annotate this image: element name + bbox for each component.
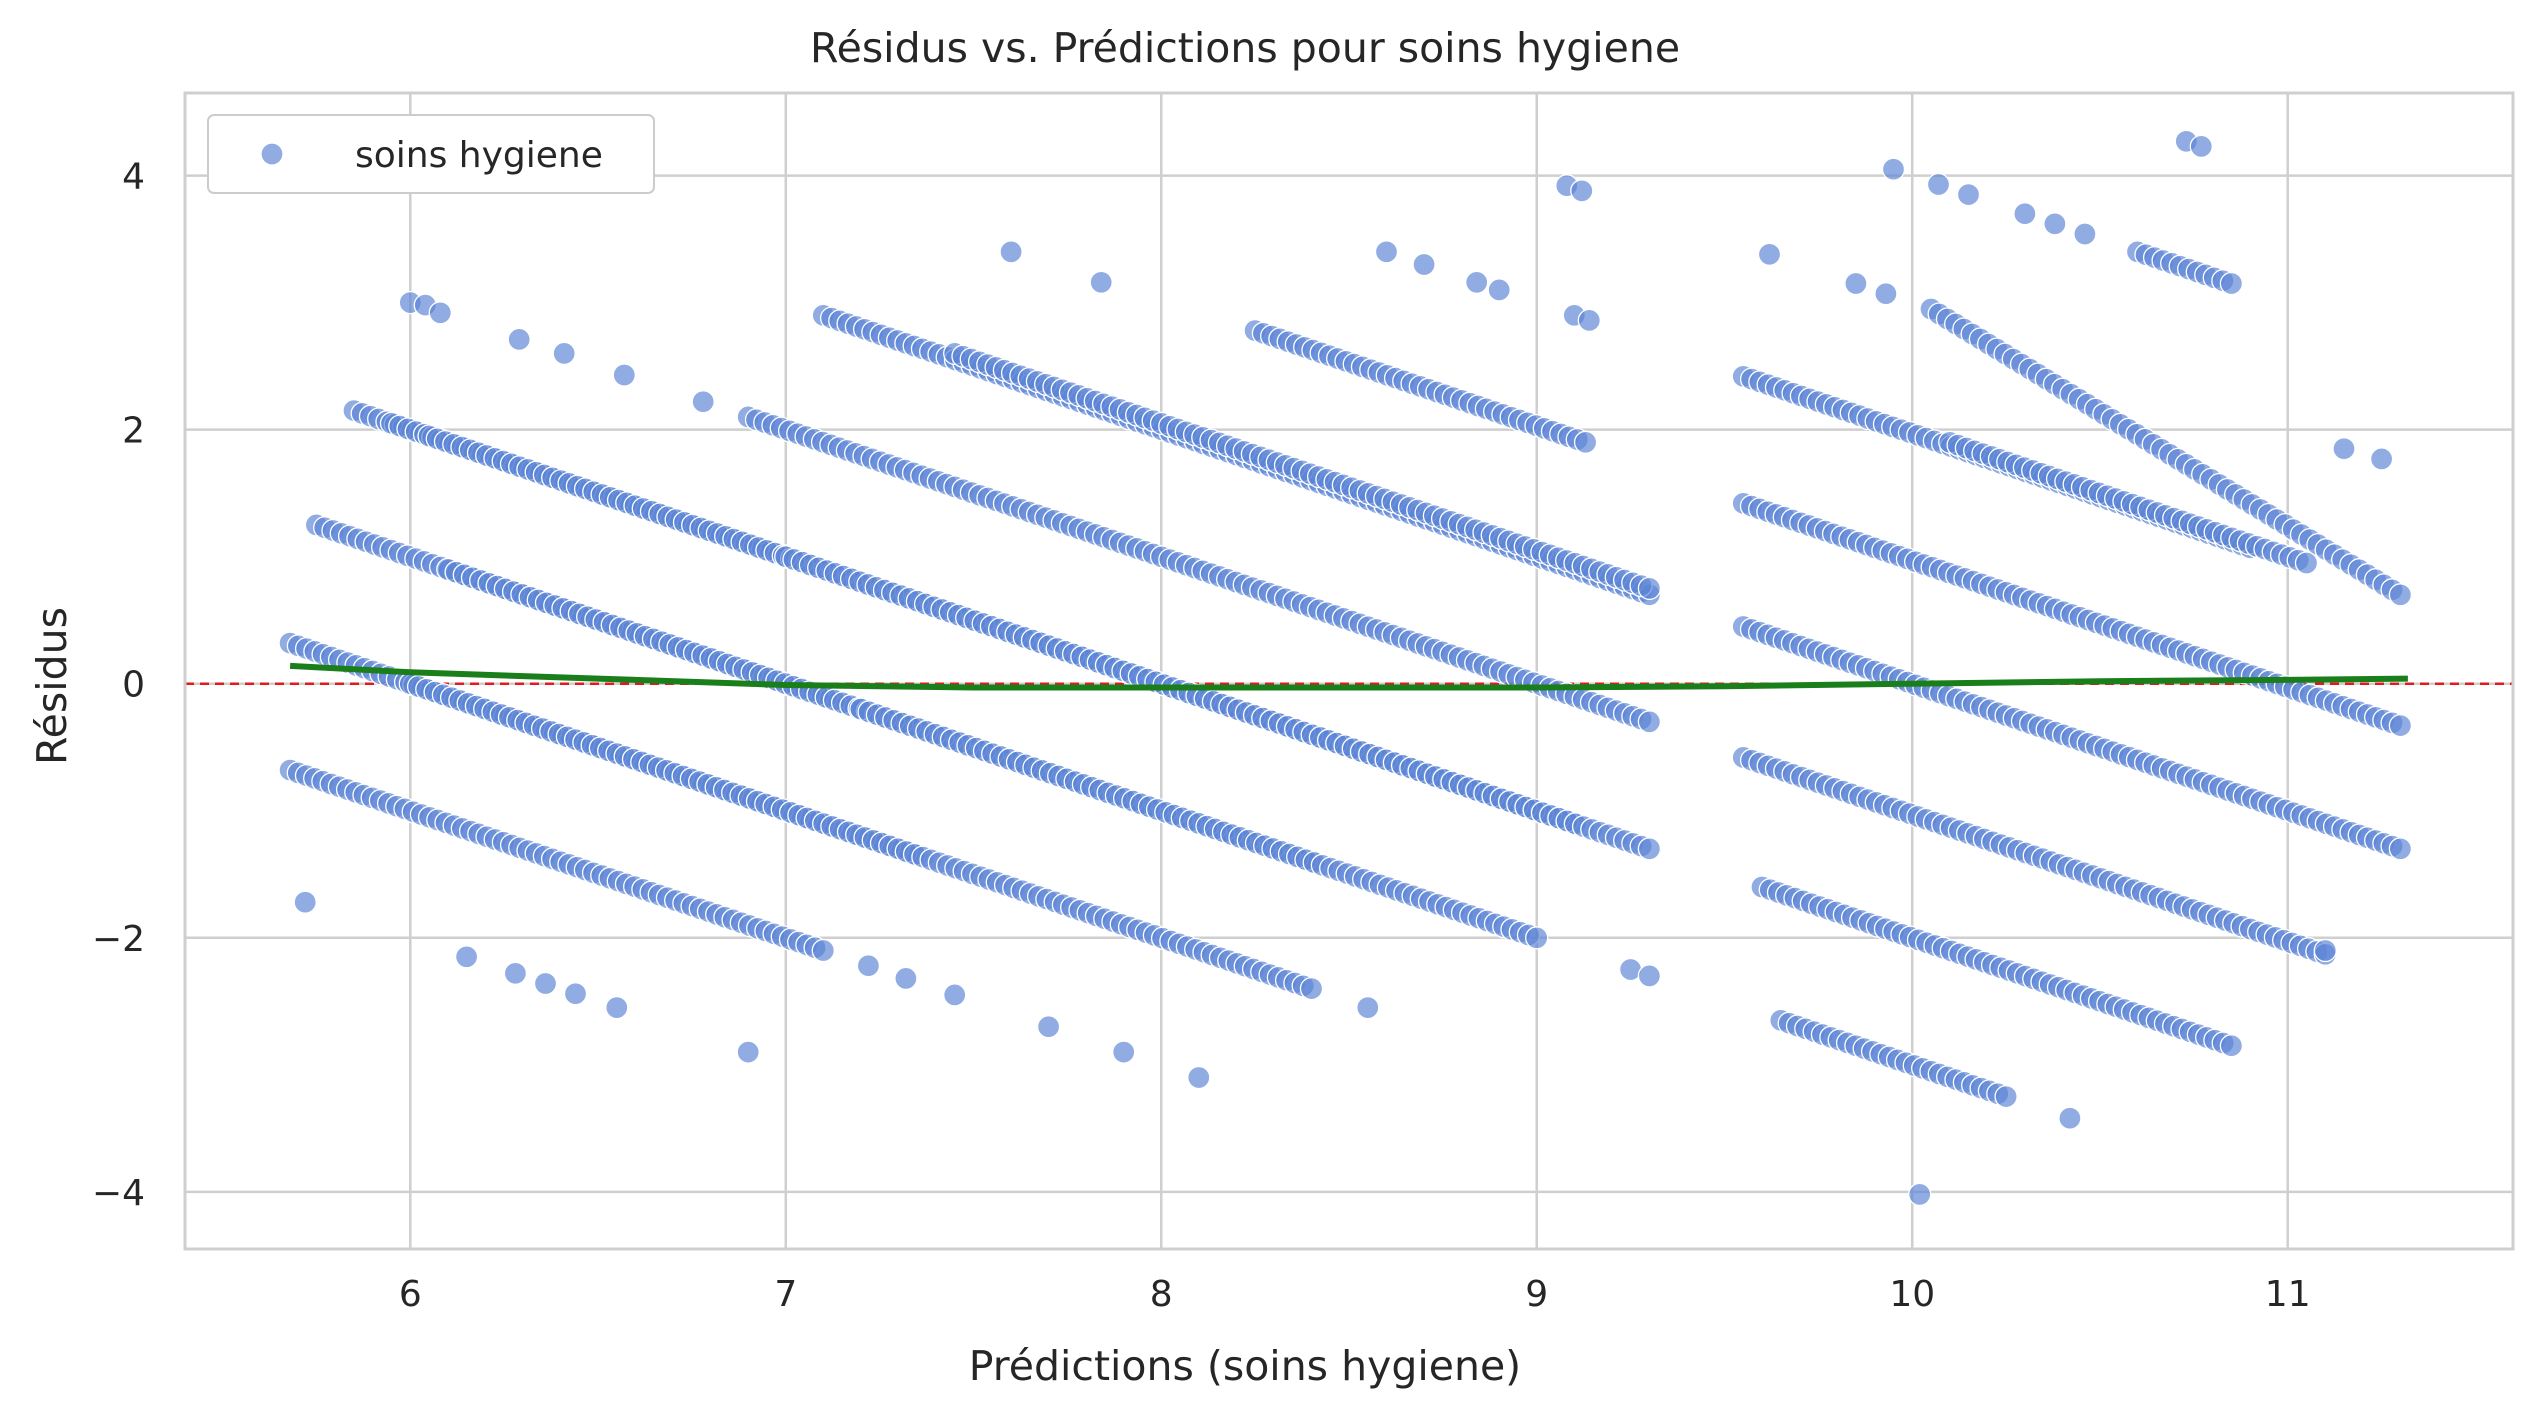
- data-point: [2369, 447, 2394, 471]
- y-axis-label: Résidus: [28, 607, 76, 765]
- data-point: [2388, 583, 2413, 607]
- data-point: [2043, 212, 2067, 236]
- data-point: [811, 938, 835, 963]
- data-point: [856, 954, 881, 978]
- data-point: [2058, 1106, 2082, 1130]
- plot-frame: [183, 91, 2515, 1251]
- data-point: [1757, 242, 1782, 266]
- data-point: [1525, 926, 1549, 950]
- x-tick-label: 9: [1525, 1274, 1548, 1315]
- data-point: [2388, 713, 2413, 738]
- data-point: [943, 983, 967, 1007]
- data-point: [1374, 240, 1399, 264]
- data-point: [1994, 1084, 2018, 1109]
- data-point: [1956, 182, 1981, 207]
- data-point: [2294, 551, 2319, 575]
- y-tick-label: 2: [122, 411, 145, 452]
- y-tick-labels: −4 −2 0 2 4: [92, 157, 145, 1214]
- scatter-points: [278, 129, 2413, 1207]
- data-point: [999, 240, 1023, 264]
- data-point: [1299, 976, 1324, 1001]
- data-point: [428, 301, 452, 325]
- data-point: [1637, 710, 1662, 734]
- y-tick-label: 4: [122, 157, 145, 198]
- y-tick-label: −2: [92, 919, 145, 960]
- data-point: [1573, 430, 1598, 454]
- data-point: [1881, 157, 1906, 181]
- data-point: [1465, 270, 1489, 294]
- data-point: [1036, 1015, 1061, 1039]
- data-point: [736, 1040, 760, 1064]
- data-point: [1844, 271, 1868, 296]
- data-point: [2388, 837, 2413, 861]
- data-point: [1487, 278, 1511, 302]
- y-tick-label: 0: [122, 665, 145, 706]
- legend-box: [207, 114, 655, 194]
- legend-label: soins hygiene: [355, 135, 603, 176]
- legend: soins hygiene: [207, 114, 655, 194]
- data-point: [1637, 964, 1662, 988]
- data-point: [1089, 270, 1113, 294]
- data-point: [1637, 576, 1662, 601]
- x-tick-label: 10: [1889, 1274, 1935, 1315]
- data-point: [612, 363, 636, 387]
- x-tick-label: 8: [1150, 1274, 1173, 1315]
- data-point: [1356, 995, 1380, 1020]
- data-point: [552, 341, 576, 366]
- x-tick-labels: 6 7 8 9 10 11: [399, 1274, 2311, 1315]
- data-point: [503, 961, 528, 985]
- x-axis-label: Prédictions (soins hygiene): [969, 1342, 1521, 1390]
- chart-title: Résidus vs. Prédictions pour soins hygie…: [810, 24, 1680, 72]
- legend-marker: [260, 142, 284, 166]
- x-tick-label: 7: [774, 1274, 797, 1315]
- y-tick-label: −4: [92, 1173, 145, 1214]
- x-tick-label: 11: [2265, 1274, 2311, 1315]
- data-point: [691, 390, 715, 414]
- data-point: [1874, 282, 1898, 306]
- data-point: [533, 971, 558, 996]
- trend-line: [289, 662, 2408, 691]
- data-point: [1412, 252, 1436, 277]
- data-point: [1926, 172, 1951, 197]
- data-point: [2013, 202, 2037, 226]
- data-point: [293, 890, 317, 914]
- data-point: [507, 327, 531, 352]
- data-point: [563, 982, 588, 1006]
- data-point: [2219, 1034, 2244, 1058]
- data-point: [454, 945, 479, 969]
- data-point: [2219, 271, 2244, 296]
- data-point: [2189, 134, 2213, 159]
- data-point: [1577, 308, 1601, 333]
- x-tick-label: 6: [399, 1274, 422, 1315]
- data-point: [1908, 1182, 1932, 1207]
- data-point: [1570, 179, 1594, 203]
- data-point: [605, 995, 629, 1020]
- data-point: [1112, 1040, 1136, 1064]
- data-point: [1637, 837, 1662, 861]
- data-point: [2332, 437, 2356, 461]
- data-point: [894, 966, 918, 991]
- data-point: [2313, 938, 2337, 963]
- data-point: [2073, 222, 2097, 246]
- data-point: [1187, 1065, 1211, 1090]
